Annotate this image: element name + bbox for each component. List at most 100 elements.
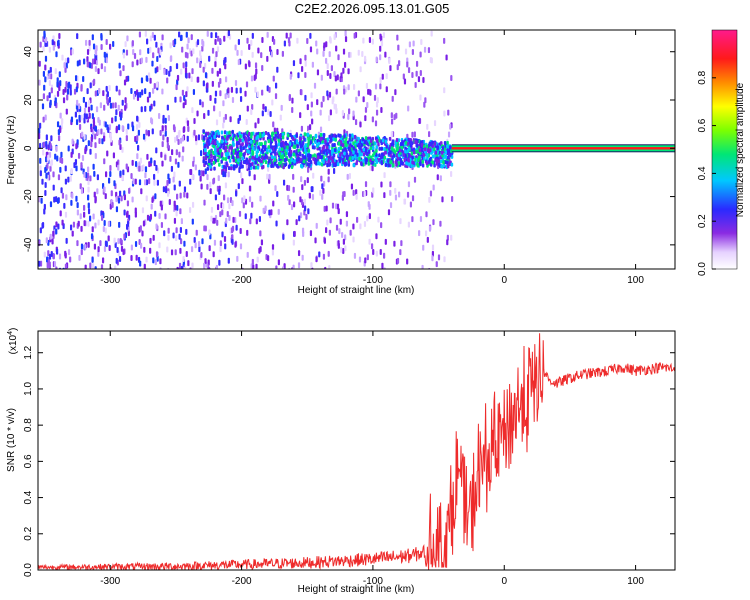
spectrogram-cell — [59, 112, 62, 119]
band-cell — [329, 135, 333, 140]
spectrogram-cell — [216, 70, 219, 77]
spectrogram-cell — [123, 233, 126, 240]
spectrogram-cell — [66, 94, 69, 101]
spectrogram-cell — [271, 249, 275, 256]
spectrogram-cell — [450, 75, 453, 82]
spectrogram-cell — [322, 187, 325, 194]
spectrogram-cell — [120, 195, 123, 202]
band-cell — [257, 156, 261, 161]
band-cell — [444, 150, 448, 155]
colorbar-tick-label: 0.4 — [697, 166, 708, 180]
band-cell — [208, 159, 211, 164]
spectrogram-cell — [124, 104, 127, 111]
spectrogram-cell — [102, 90, 105, 97]
spectrogram-cell — [55, 196, 58, 203]
band-cell — [423, 147, 427, 152]
spectrogram-cell — [329, 109, 332, 116]
spectrogram-cell — [122, 52, 126, 59]
band-cell — [303, 155, 307, 160]
spectrogram-cell — [374, 120, 378, 127]
band-cell — [439, 141, 443, 146]
spectrogram-cell — [48, 151, 52, 158]
spectrogram-cell — [409, 201, 413, 208]
spectrogram-cell — [149, 247, 152, 254]
y-tick-label: 0.4 — [23, 490, 34, 504]
spectrogram-cell — [46, 95, 49, 102]
spectrogram-cell — [181, 89, 185, 96]
spectrogram-cell — [375, 56, 378, 63]
spectrogram-cell — [136, 153, 139, 160]
spectrogram-cell — [215, 264, 219, 269]
spectrogram-cell — [145, 195, 148, 202]
spectrogram-cell — [411, 72, 414, 79]
spectrogram-cell — [258, 215, 262, 222]
spectrogram-cell — [214, 90, 218, 97]
spectrogram-cell — [55, 221, 58, 228]
spectrogram-cell — [346, 173, 349, 180]
spectrogram-cell — [186, 120, 190, 127]
band-cell — [231, 129, 234, 134]
spectrogram-cell — [367, 88, 370, 95]
spectrogram-cell — [435, 261, 438, 268]
spectrogram-cell — [44, 167, 47, 174]
spectrogram-cell — [379, 45, 382, 52]
spectrogram-cell — [45, 172, 48, 179]
band-cell — [415, 143, 419, 148]
spectrogram-cell — [201, 45, 204, 52]
spectrogram-cell — [196, 110, 199, 117]
spectrogram-cell — [223, 194, 226, 201]
spectrogram-cell — [39, 142, 42, 149]
spectrogram-cell — [328, 229, 331, 236]
spectrogram-cell — [250, 39, 253, 46]
spectrogram-cell — [108, 245, 111, 252]
band-cell — [366, 151, 369, 156]
spectrogram-cell — [172, 124, 176, 131]
spectrogram-cell — [135, 254, 138, 261]
spectrogram-cell — [48, 79, 51, 86]
band-cell — [433, 163, 436, 168]
spectrogram-cell — [387, 209, 391, 216]
spectrogram-cell — [320, 74, 323, 81]
spectrogram-cell — [199, 50, 202, 57]
spectrogram-cell — [299, 196, 302, 203]
spectrogram-cell — [307, 208, 310, 215]
spectrogram-cell — [178, 233, 181, 240]
spectrogram-cell — [254, 122, 257, 129]
spectrogram-cell — [238, 210, 242, 217]
spectrogram-cell — [297, 250, 301, 257]
spectrogram-cell — [188, 72, 191, 79]
band-cell — [398, 148, 402, 153]
spectrogram-cell — [325, 57, 328, 64]
spectrogram-cell — [186, 192, 189, 199]
spectrogram-cell — [299, 58, 302, 65]
band-cell — [247, 136, 250, 141]
band-cell — [206, 166, 210, 171]
spectrogram-cell — [268, 173, 271, 180]
spectrogram-cell — [191, 201, 195, 208]
snr-panel: -300 -200 -100 0 100 0.00.20.40.60.81.01.2 H… — [6, 328, 676, 595]
spectrogram-cell — [59, 80, 62, 87]
spectrogram-cell — [175, 210, 178, 217]
spectrogram-cell — [83, 58, 86, 65]
spectrogram-cell — [109, 164, 112, 171]
band-cell — [298, 151, 302, 156]
spectrogram-cell — [125, 128, 128, 135]
spectrogram-cell — [39, 41, 42, 48]
spectrogram-cell — [124, 97, 127, 104]
band-cell — [427, 143, 431, 148]
spectrogram-cell — [246, 268, 249, 269]
colorbar-gradient — [712, 30, 737, 269]
spectrogram-cell — [341, 194, 345, 201]
spectrogram-cell — [251, 51, 254, 58]
band-cell — [204, 156, 208, 161]
spectrogram-cell — [394, 187, 397, 194]
spectrogram-cell — [260, 239, 264, 246]
band-cell — [241, 141, 244, 146]
spectrogram-cell — [424, 230, 428, 237]
spectrogram-cell — [439, 175, 442, 182]
band-cell — [287, 164, 291, 169]
spectrogram-cell — [380, 35, 383, 42]
spectrogram-cell — [161, 125, 164, 132]
spectrogram-cell — [336, 203, 340, 210]
spectrogram-cell — [90, 136, 93, 143]
